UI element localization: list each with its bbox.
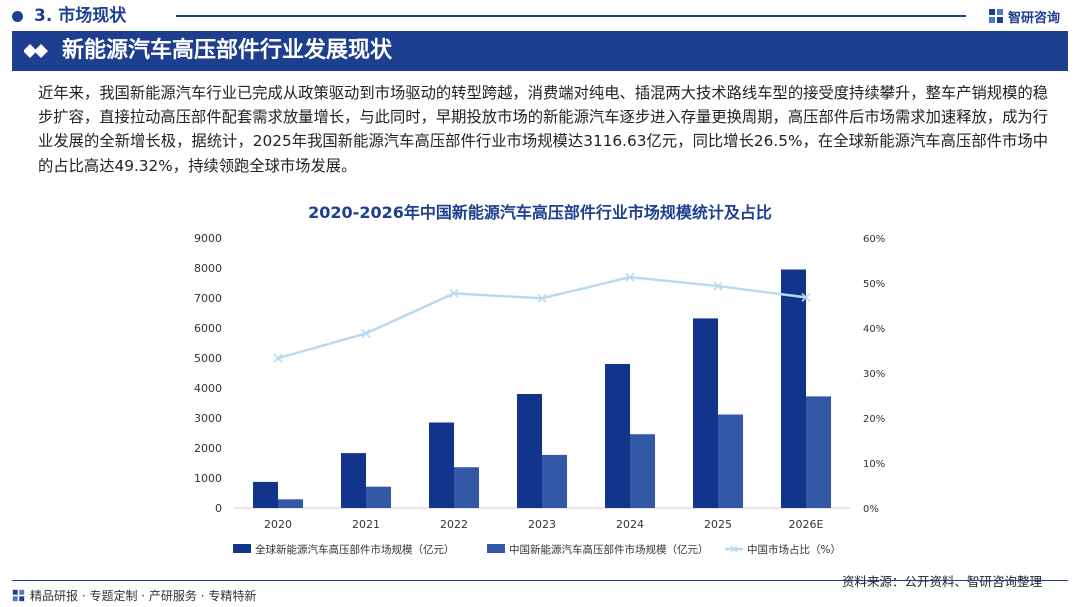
- y-tick-label: 6000: [194, 322, 222, 335]
- x-tick-label: 2021: [352, 518, 380, 531]
- y2-tick-label: 60%: [863, 234, 885, 245]
- y-tick-label: 7000: [194, 292, 222, 305]
- share-point: [449, 288, 459, 298]
- china-market-bar: [806, 396, 831, 508]
- global-market-bar: [781, 269, 806, 508]
- share-point: [713, 281, 723, 291]
- market-size-chart: 0 1000 2000 3000 4000 5000 6000 7000 8000 9000 0% 1…: [194, 232, 885, 556]
- footer-logo-icon: [12, 589, 25, 602]
- x-tick-label: 2025: [704, 518, 732, 531]
- share-point: [273, 353, 283, 363]
- chart-title: 2020-2026年中国新能源汽车高压部件行业市场规模统计及占比: [308, 203, 772, 222]
- y-tick-label: 0: [215, 502, 222, 515]
- legend-swatch: [233, 544, 251, 553]
- footer-divider: [12, 580, 1068, 581]
- y-tick-label: 1000: [194, 472, 222, 485]
- global-market-bar: [693, 318, 718, 508]
- brand-name: 智研咨询: [1008, 10, 1061, 26]
- brand[interactable]: 智研咨询: [988, 6, 1060, 26]
- y2-tick-label: 40%: [863, 324, 885, 335]
- footer: 精品研报 · 专题定制 · 产研服务 · 专精特新: [12, 587, 256, 604]
- y2-tick-label: 0%: [863, 504, 879, 515]
- section-bullet-icon: [12, 11, 23, 22]
- page-title: 新能源汽车高压部件行业发展现状: [62, 38, 393, 63]
- global-market-bar: [341, 453, 366, 508]
- y2-tick-label: 30%: [863, 369, 885, 380]
- legend-label: 中国市场占比（%）: [747, 543, 841, 556]
- y2-tick-label: 50%: [863, 279, 885, 290]
- share-point: [537, 293, 547, 303]
- source-note: 资料来源：公开资料、智研咨询整理: [841, 574, 1042, 589]
- page-banner: 新能源汽车高压部件行业发展现状: [12, 31, 1068, 71]
- y-tick-label: 9000: [194, 232, 222, 245]
- top-bar: 3. 市场现状 智研咨询: [0, 0, 1080, 34]
- y-tick-label: 4000: [194, 382, 222, 395]
- legend-label: 中国新能源汽车高压部件市场规模（亿元）: [509, 543, 709, 556]
- legend-marker: [730, 545, 738, 553]
- footer-text: 精品研报 · 专题定制 · 产研服务 · 专精特新: [30, 589, 257, 603]
- global-market-bar: [253, 481, 278, 508]
- global-market-bar: [429, 422, 454, 508]
- y-tick-label: 8000: [194, 262, 222, 275]
- y-tick-label: 3000: [194, 412, 222, 425]
- y-tick-label: 2000: [194, 442, 222, 455]
- share-point: [625, 272, 635, 282]
- diamond-icon: [24, 44, 48, 58]
- x-tick-label: 2024: [616, 518, 644, 531]
- y2-tick-label: 10%: [863, 459, 885, 470]
- global-market-bar: [517, 394, 542, 508]
- x-tick-label: 2026E: [789, 518, 824, 531]
- body-paragraph: 近年来，我国新能源汽车行业已完成从政策驱动到市场驱动的转型跨越，消费端对纯电、插…: [38, 84, 1048, 175]
- x-tick-label: 2020: [264, 518, 292, 531]
- x-tick-label: 2022: [440, 518, 468, 531]
- section-title: 3. 市场现状: [34, 6, 127, 26]
- legend-swatch: [487, 544, 505, 553]
- china-market-bar: [630, 434, 655, 508]
- china-market-bar: [278, 499, 303, 508]
- china-market-bar: [718, 414, 743, 508]
- share-point: [801, 292, 811, 302]
- x-tick-label: 2023: [528, 518, 556, 531]
- y-tick-label: 5000: [194, 352, 222, 365]
- china-market-bar: [366, 486, 391, 508]
- global-market-bar: [605, 364, 630, 508]
- legend-label: 全球新能源汽车高压部件市场规模（亿元）: [255, 543, 455, 556]
- header-divider: [176, 15, 966, 17]
- china-market-bar: [454, 467, 479, 508]
- share-line: [277, 275, 807, 360]
- share-point: [361, 328, 371, 338]
- brand-logo-icon: [989, 9, 1003, 23]
- y2-tick-label: 20%: [863, 414, 885, 425]
- china-market-bar: [542, 454, 567, 508]
